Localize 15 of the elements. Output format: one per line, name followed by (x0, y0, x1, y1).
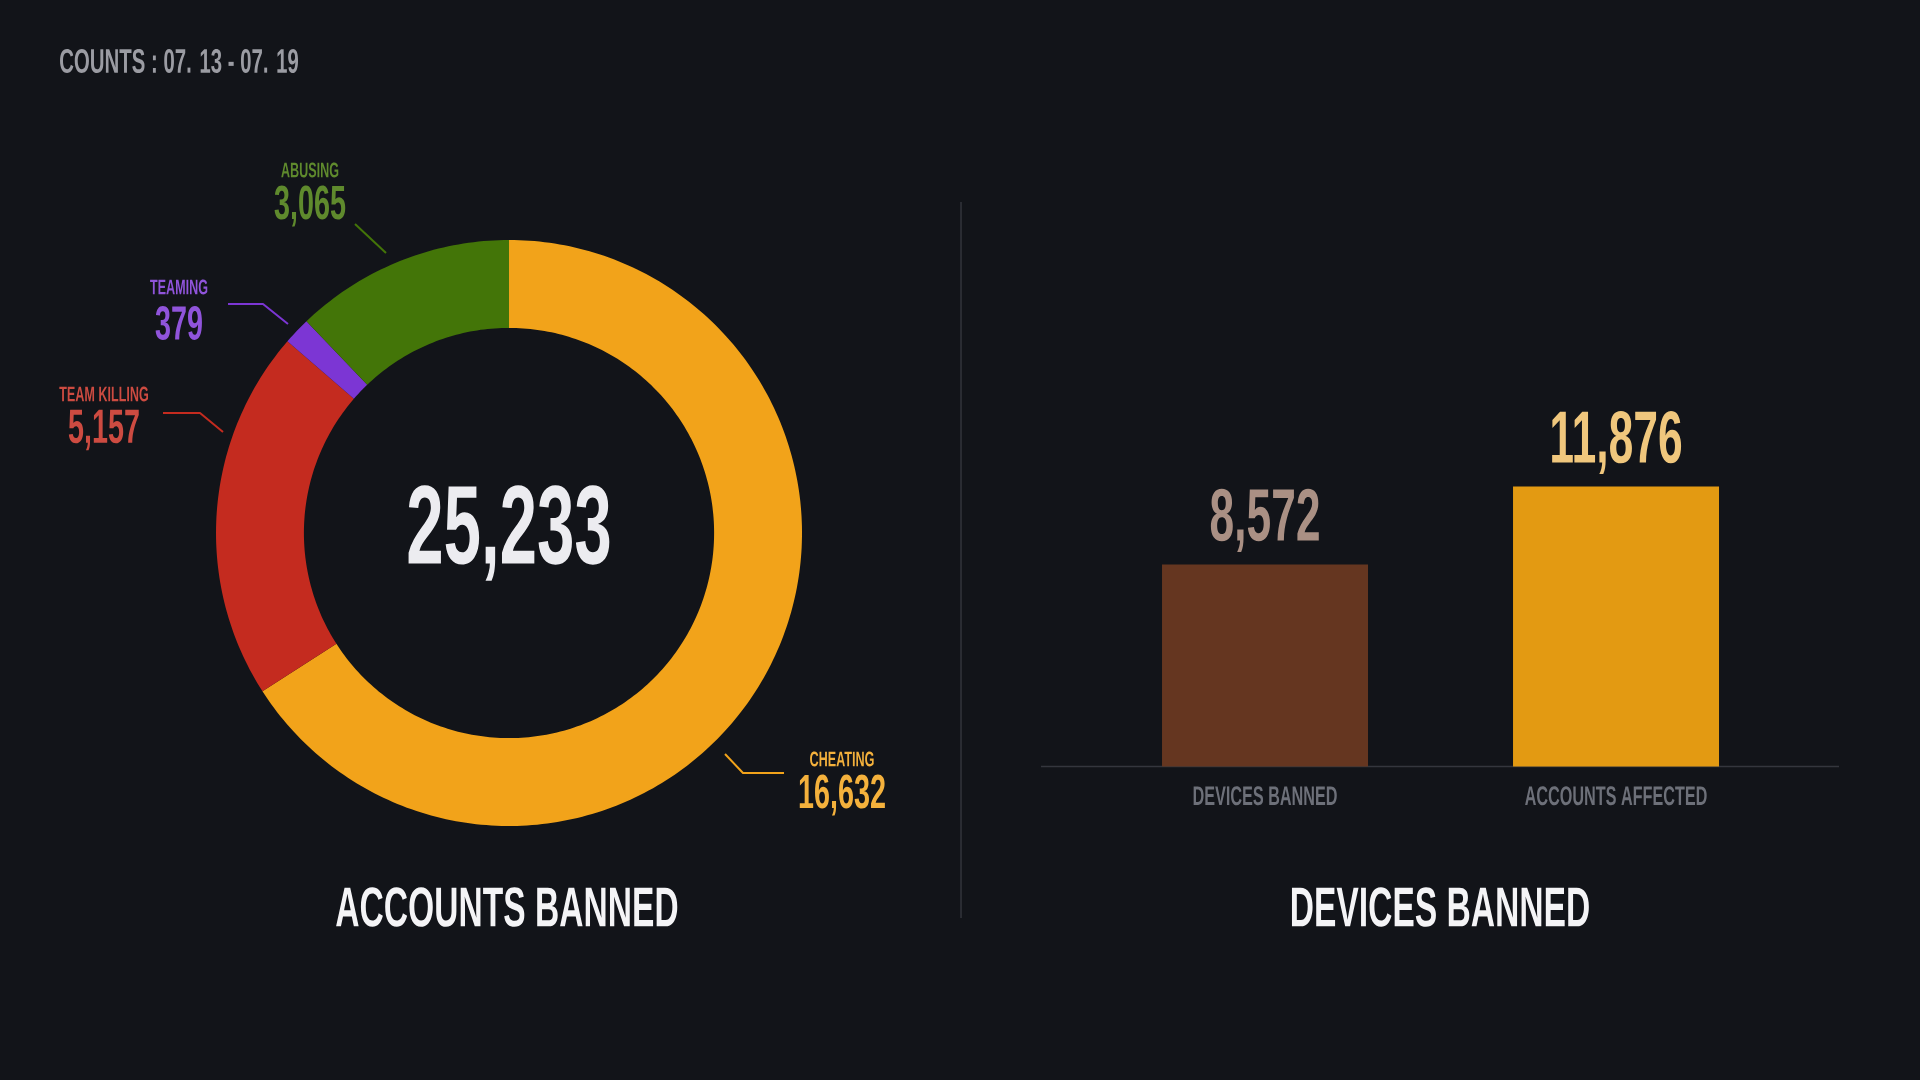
data-label: 379 (155, 305, 202, 341)
slice-label: CHEATING (810, 751, 874, 767)
slice-label: ABUSING (281, 162, 339, 178)
text: DEVICES BANNED (1291, 887, 1589, 927)
data-label: 11,876 (1552, 410, 1682, 475)
data-label: 3,065 (274, 185, 346, 227)
x-tick-label: ACCOUNTS AFFECTED (1525, 786, 1707, 806)
slice-label: TEAM KILLING (59, 386, 148, 402)
slice-label: TEAMING (150, 279, 208, 295)
data-label: 5,157 (68, 409, 139, 451)
text: ACCOUNTS BANNED (336, 887, 678, 927)
data-label: 8,572 (1210, 488, 1319, 552)
data-label: 16,632 (799, 774, 885, 816)
text: COUNTS : 07. 13 - 07. 19 (60, 48, 299, 74)
text: 25,233 (408, 485, 610, 581)
